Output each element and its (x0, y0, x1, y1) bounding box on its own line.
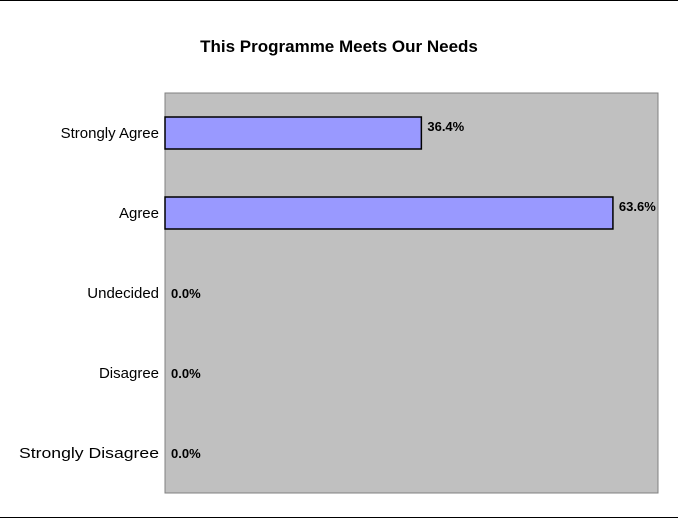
chart-title: This Programme Meets Our Needs (200, 37, 478, 56)
data-label-undecided: 0.0% (171, 286, 201, 301)
bars-layer (164, 116, 614, 230)
category-label-strongly-agree: Strongly Agree (61, 125, 159, 142)
labels-layer: Strongly Agree 36.4% Agree 63.6% Undecided 0.… (19, 119, 656, 462)
bar-strongly-agree (164, 116, 423, 150)
data-label-strongly-agree: 36.4% (427, 119, 464, 134)
plot-area (164, 92, 659, 494)
category-label-disagree: Disagree (99, 365, 159, 382)
data-label-agree: 63.6% (619, 199, 656, 214)
category-label-strongly-disagree: Strongly Disagree (19, 445, 159, 462)
data-label-strongly-disagree: 0.0% (171, 446, 201, 461)
data-label-disagree: 0.0% (171, 366, 201, 381)
category-label-agree: Agree (119, 205, 159, 222)
category-label-undecided: Undecided (87, 285, 159, 302)
bar-agree (164, 196, 614, 230)
